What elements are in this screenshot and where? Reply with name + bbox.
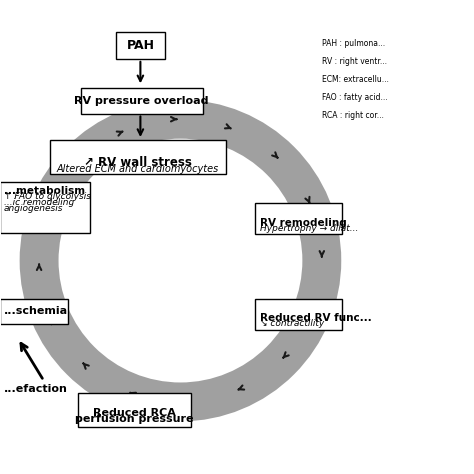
Text: RCA : right cor...: RCA : right cor...: [322, 111, 383, 120]
FancyBboxPatch shape: [81, 88, 202, 115]
FancyBboxPatch shape: [116, 33, 165, 59]
FancyBboxPatch shape: [0, 182, 90, 233]
Text: ...efaction: ...efaction: [4, 384, 68, 394]
Text: Reduced RCA: Reduced RCA: [93, 408, 176, 418]
Text: RV remodeling: RV remodeling: [260, 218, 346, 228]
Text: Hypertrophy → dilat...: Hypertrophy → dilat...: [260, 224, 358, 233]
Text: Reduced RV func...: Reduced RV func...: [260, 313, 371, 323]
FancyBboxPatch shape: [50, 140, 226, 174]
FancyBboxPatch shape: [255, 203, 342, 234]
FancyBboxPatch shape: [0, 299, 68, 324]
Text: ↘ contractility: ↘ contractility: [260, 319, 324, 328]
Text: RV pressure overload: RV pressure overload: [74, 96, 209, 106]
Text: ...schemia: ...schemia: [4, 307, 68, 317]
Text: PAH : pulmona...: PAH : pulmona...: [322, 39, 385, 48]
Text: ...metabolism: ...metabolism: [4, 186, 85, 196]
FancyBboxPatch shape: [78, 393, 191, 428]
Text: PAH: PAH: [127, 39, 155, 52]
Text: angiogenesis: angiogenesis: [4, 204, 63, 213]
FancyBboxPatch shape: [255, 299, 342, 330]
Text: ↑ FAO to glycolysis: ↑ FAO to glycolysis: [4, 192, 91, 201]
Text: RV : right ventr...: RV : right ventr...: [322, 57, 387, 66]
Text: ECM: extracellu...: ECM: extracellu...: [322, 75, 389, 84]
Text: perfusion pressure: perfusion pressure: [75, 414, 193, 424]
Text: ↗ RV wall stress: ↗ RV wall stress: [84, 156, 192, 169]
Text: ...ic remodeling: ...ic remodeling: [4, 198, 74, 207]
Text: FAO : fatty acid...: FAO : fatty acid...: [322, 93, 387, 102]
Text: Altered ECM and cardiomyocytes: Altered ECM and cardiomyocytes: [57, 164, 219, 173]
